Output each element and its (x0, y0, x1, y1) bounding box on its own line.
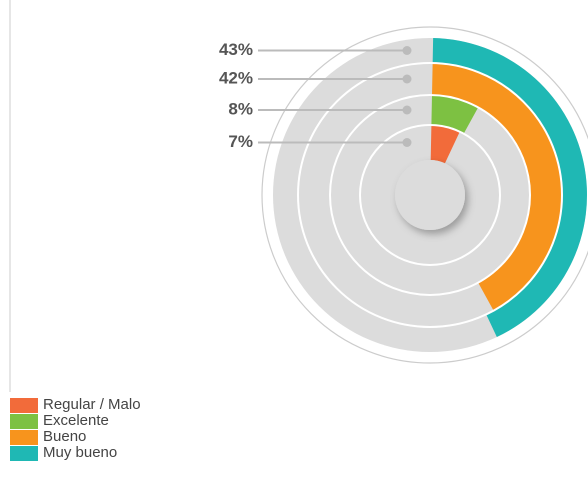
data-label: 42% (219, 68, 253, 87)
bar (432, 38, 587, 338)
legend-label: Muy bueno (43, 444, 117, 461)
bar (431, 63, 562, 311)
legend-label: Regular / Malo (43, 396, 141, 413)
legend-swatch (10, 446, 38, 461)
leader-dot (402, 105, 412, 115)
legend-swatch (10, 398, 38, 413)
bar (431, 95, 479, 134)
data-label: 8% (228, 99, 253, 118)
legend-label: Excelente (43, 412, 109, 429)
leader-dot (402, 46, 412, 55)
data-label: 7% (228, 132, 253, 151)
leader-dot (402, 138, 412, 147)
data-label: 43% (219, 40, 253, 59)
ring-separators (297, 62, 563, 328)
center-disk (395, 160, 465, 230)
legend-label: Bueno (43, 428, 86, 445)
legend-swatch (10, 430, 38, 445)
legend-swatch (10, 414, 38, 429)
outer-ring (261, 26, 588, 364)
leader-dot (402, 74, 412, 84)
bar (430, 125, 460, 164)
